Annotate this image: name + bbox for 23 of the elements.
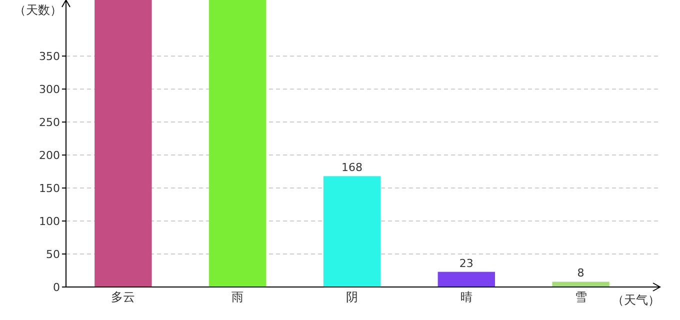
data-label: 168 [342, 161, 362, 174]
bar [323, 176, 381, 287]
x-tick-label: 多云 [111, 290, 136, 304]
bar [94, 0, 152, 287]
y-axis-title: （天数） [14, 3, 62, 17]
x-tick-label: 雨 [232, 290, 244, 304]
bar [438, 272, 495, 287]
y-tick-label: 250 [39, 116, 60, 130]
data-label: 8 [577, 266, 584, 280]
bar [552, 282, 610, 287]
y-tick-label: 0 [53, 281, 60, 294]
y-tick-label: 100 [39, 215, 60, 228]
y-tick-label: 350 [39, 50, 60, 64]
x-tick-label: 晴 [460, 290, 472, 304]
x-tick-label: 阴 [346, 290, 358, 304]
y-tick-label: 200 [39, 149, 60, 162]
y-tick-label: 150 [39, 182, 60, 196]
data-label: 23 [459, 256, 474, 270]
y-tick-label: 50 [46, 248, 60, 262]
y-tick-label: 300 [39, 83, 60, 96]
x-axis-title: （天气） [612, 293, 660, 307]
bar [209, 0, 266, 287]
x-tick-label: 雪 [574, 290, 587, 304]
